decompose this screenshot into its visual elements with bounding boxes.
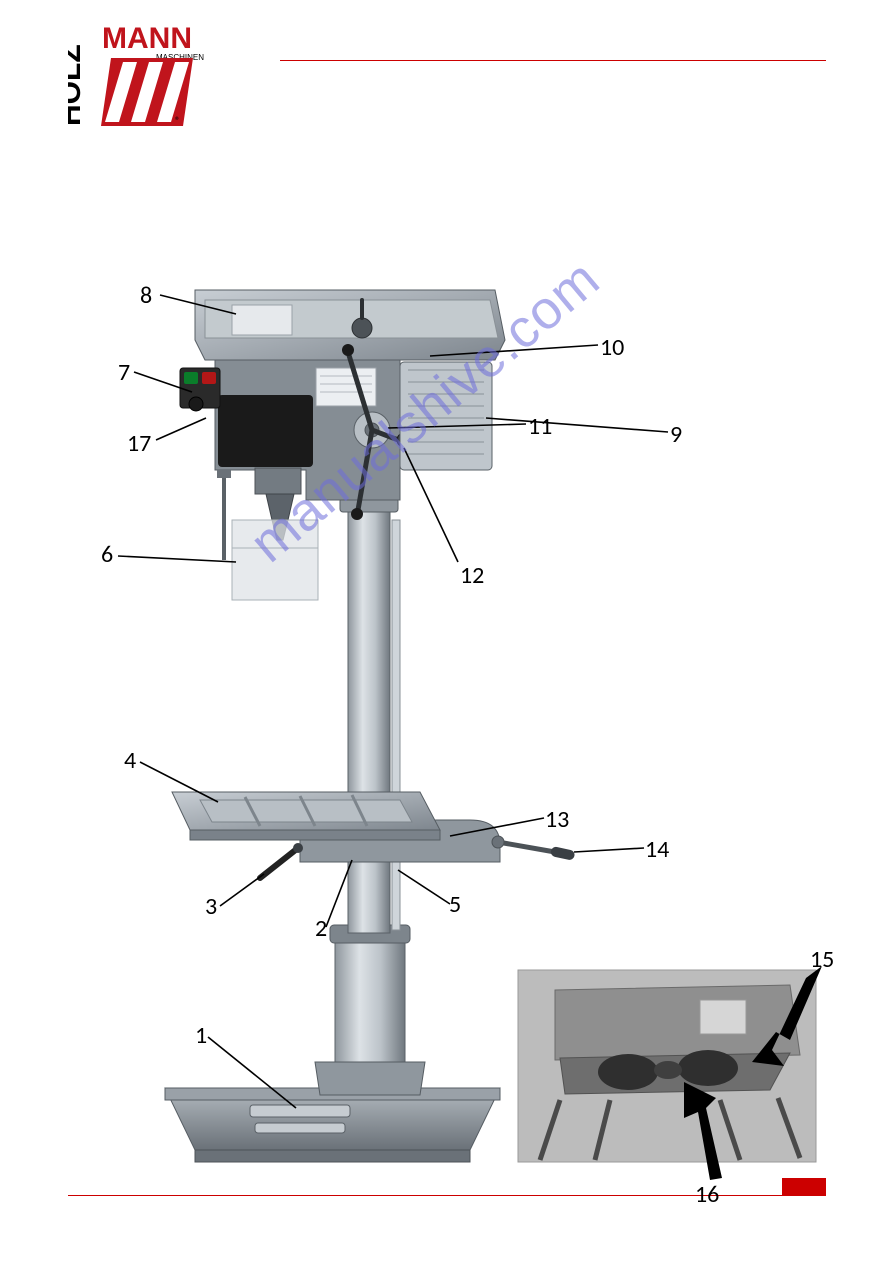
label-12: 12 bbox=[460, 561, 484, 590]
label-5: 5 bbox=[449, 890, 461, 919]
label-14: 14 bbox=[645, 835, 669, 864]
label-10: 10 bbox=[600, 333, 624, 362]
label-6: 6 bbox=[101, 540, 113, 569]
column bbox=[348, 505, 400, 933]
label-1: 1 bbox=[195, 1021, 207, 1050]
head-assembly bbox=[180, 290, 505, 600]
label-7: 7 bbox=[118, 358, 130, 387]
label-11: 11 bbox=[528, 412, 552, 441]
label-4: 4 bbox=[124, 746, 136, 775]
label-8: 8 bbox=[140, 281, 152, 310]
label-9: 9 bbox=[670, 420, 682, 449]
label-13: 13 bbox=[545, 805, 569, 834]
table-lock-lever bbox=[260, 843, 303, 878]
label-15: 15 bbox=[810, 945, 834, 974]
label-3: 3 bbox=[205, 892, 217, 921]
main-illustration: manualshive.com 1 2 3 4 5 6 7 8 9 10 11 … bbox=[0, 0, 893, 1263]
label-16: 16 bbox=[695, 1180, 719, 1209]
label-2: 2 bbox=[315, 914, 327, 943]
label-17: 17 bbox=[127, 429, 151, 458]
inset-photo bbox=[518, 970, 816, 1162]
table-crank bbox=[492, 836, 575, 861]
